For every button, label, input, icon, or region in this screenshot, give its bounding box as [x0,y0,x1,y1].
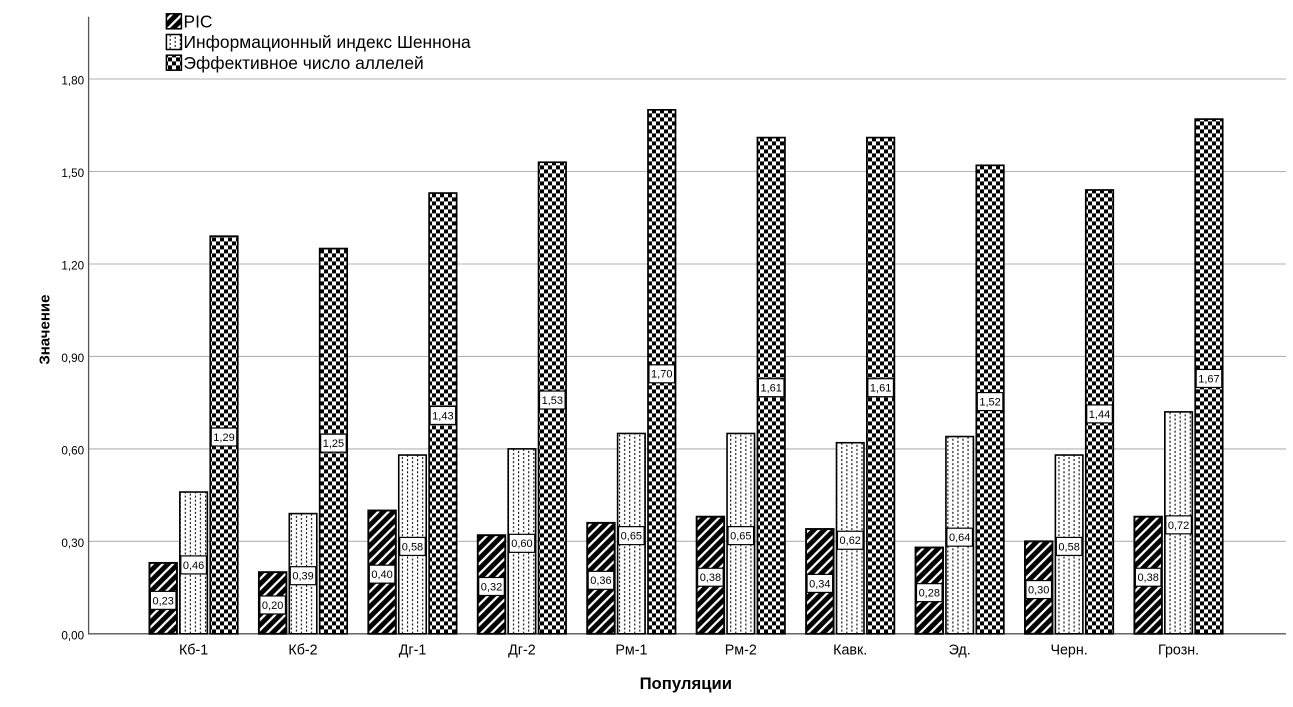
svg-text:Дг-2: Дг-2 [508,642,536,658]
svg-text:1,67: 1,67 [1198,373,1219,385]
svg-text:1,29: 1,29 [213,432,234,444]
svg-text:1,20: 1,20 [61,260,84,273]
svg-text:0,60: 0,60 [61,445,84,458]
svg-text:0,62: 0,62 [840,535,861,547]
svg-text:1,44: 1,44 [1089,409,1110,421]
svg-text:0,38: 0,38 [1137,572,1158,584]
svg-text:Рм-1: Рм-1 [615,642,647,658]
svg-text:0,64: 0,64 [949,532,970,544]
svg-text:0,90: 0,90 [61,352,84,365]
svg-text:1,43: 1,43 [432,410,453,422]
svg-text:Популяции: Популяции [640,674,732,693]
svg-text:0,58: 0,58 [1058,541,1079,553]
svg-text:Дг-1: Дг-1 [399,642,427,658]
svg-text:0,72: 0,72 [1168,520,1189,532]
svg-text:1,61: 1,61 [760,383,781,395]
svg-text:Эффективное число аллелей: Эффективное число аллелей [184,53,424,73]
svg-text:0,46: 0,46 [183,560,204,572]
svg-text:Кб-2: Кб-2 [288,642,317,658]
svg-text:1,25: 1,25 [323,438,344,450]
svg-text:0,00: 0,00 [61,629,84,642]
svg-text:1,50: 1,50 [61,167,84,180]
svg-text:0,30: 0,30 [1028,584,1049,596]
svg-text:1,70: 1,70 [651,369,672,381]
svg-text:0,36: 0,36 [590,575,611,587]
svg-text:Значение: Значение [37,295,54,365]
svg-text:Кб-1: Кб-1 [179,642,208,658]
svg-text:1,80: 1,80 [61,75,84,88]
svg-text:0,39: 0,39 [292,571,313,583]
svg-text:0,23: 0,23 [152,595,173,607]
svg-text:0,38: 0,38 [700,572,721,584]
svg-text:0,20: 0,20 [262,600,283,612]
svg-text:0,58: 0,58 [402,541,423,553]
svg-text:0,34: 0,34 [809,578,830,590]
svg-text:0,32: 0,32 [481,581,502,593]
svg-text:0,30: 0,30 [61,537,84,550]
svg-text:0,40: 0,40 [371,569,392,581]
svg-text:Черн.: Черн. [1050,642,1087,658]
svg-text:1,52: 1,52 [979,396,1000,408]
svg-text:0,28: 0,28 [919,588,940,600]
svg-text:Информационный индекс Шеннона: Информационный индекс Шеннона [184,32,472,52]
svg-text:0,60: 0,60 [511,538,532,550]
svg-text:1,53: 1,53 [542,395,563,407]
svg-text:0,65: 0,65 [730,531,751,543]
svg-text:Кавк.: Кавк. [833,642,867,658]
svg-text:Грозн.: Грозн. [1158,642,1199,658]
svg-text:Эд.: Эд. [949,642,971,658]
svg-text:0,65: 0,65 [621,531,642,543]
svg-text:Рм-2: Рм-2 [725,642,757,658]
svg-text:PIC: PIC [184,11,213,31]
svg-text:1,61: 1,61 [870,383,891,395]
